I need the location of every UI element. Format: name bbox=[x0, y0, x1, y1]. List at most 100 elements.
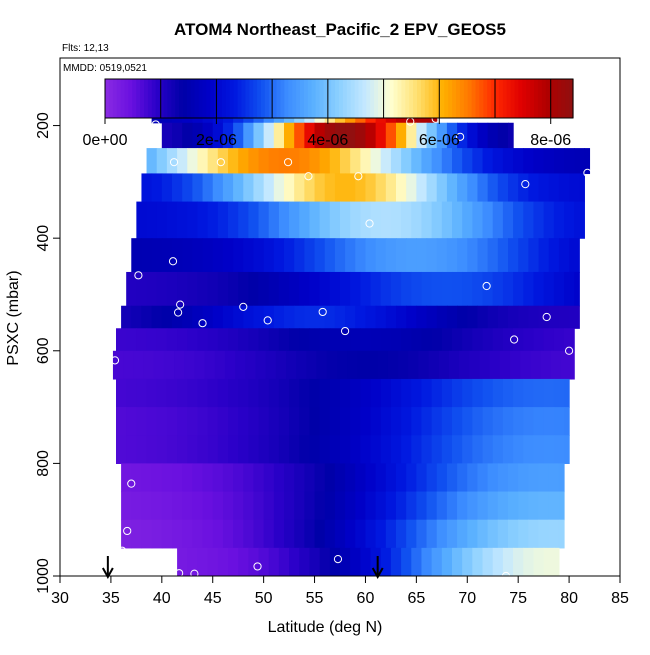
heatmap-cell bbox=[523, 407, 535, 436]
heatmap-cell bbox=[151, 305, 163, 329]
heatmap-cell bbox=[523, 547, 535, 576]
heatmap-cell bbox=[355, 491, 367, 521]
x-tick-label: 40 bbox=[153, 590, 171, 607]
heatmap-cell bbox=[212, 519, 224, 549]
colorbar-swatch bbox=[307, 79, 313, 118]
heatmap-cell bbox=[518, 238, 529, 273]
heatmap-cell bbox=[161, 173, 173, 203]
colorbar-swatch bbox=[413, 79, 418, 118]
heatmap-cell bbox=[172, 491, 183, 521]
colorbar-swatch bbox=[155, 79, 161, 118]
heatmap-cell bbox=[156, 201, 168, 239]
heatmap-cell bbox=[508, 491, 519, 521]
heatmap-cell bbox=[436, 519, 448, 549]
heatmap-cell bbox=[513, 407, 524, 436]
colorbar-swatch bbox=[183, 79, 188, 118]
colorbar-swatch bbox=[124, 79, 129, 118]
heatmap-cell bbox=[238, 328, 249, 352]
heatmap-cell bbox=[309, 407, 321, 436]
heatmap-cell bbox=[574, 201, 585, 239]
x-tick-label: 45 bbox=[204, 590, 222, 607]
heatmap-cell bbox=[268, 328, 280, 352]
heatmap-cell bbox=[472, 435, 484, 464]
heatmap-cell bbox=[421, 547, 433, 576]
heatmap-cell bbox=[207, 271, 219, 307]
colorbar-swatch bbox=[311, 79, 317, 118]
heatmap-cell bbox=[462, 407, 473, 436]
heatmap-cell bbox=[564, 378, 570, 408]
heatmap-cell bbox=[406, 519, 417, 549]
heatmap-cell bbox=[421, 407, 433, 436]
heatmap-cell bbox=[477, 238, 489, 273]
heatmap-cell bbox=[253, 305, 265, 329]
colorbar-swatch bbox=[385, 79, 391, 118]
heatmap-cell bbox=[314, 122, 326, 149]
heatmap-cell bbox=[401, 378, 412, 408]
heatmap-cell bbox=[365, 463, 377, 493]
heatmap-cell bbox=[441, 328, 453, 352]
heatmap-cell bbox=[375, 491, 387, 521]
heatmap-cell bbox=[380, 148, 392, 175]
heatmap-cell bbox=[543, 328, 555, 352]
heatmap-cell bbox=[248, 378, 260, 408]
heatmap-cell bbox=[446, 305, 458, 329]
heatmap-cell bbox=[273, 305, 285, 329]
y-axis-label: PSXC (mbar) bbox=[5, 270, 22, 365]
heatmap-cell bbox=[477, 122, 489, 149]
heatmap-cell bbox=[258, 201, 270, 239]
observation-point bbox=[175, 569, 184, 578]
heatmap-cell bbox=[533, 407, 545, 436]
heatmap-cell bbox=[334, 519, 346, 549]
heatmap-cell bbox=[243, 238, 255, 273]
heatmap-cell bbox=[543, 547, 555, 576]
heatmap-cell bbox=[441, 148, 453, 175]
colorbar-swatch bbox=[300, 79, 305, 118]
heatmap-cell bbox=[421, 148, 433, 175]
flight-arrow-head bbox=[371, 567, 384, 580]
heatmap-cell bbox=[233, 463, 244, 493]
heatmap-cell bbox=[192, 173, 204, 203]
heatmap-cell bbox=[492, 547, 504, 576]
heatmap-cell bbox=[569, 173, 580, 203]
heatmap-cell bbox=[472, 378, 484, 408]
heatmap-cell bbox=[187, 378, 199, 408]
flights-label: Flts: 12,13 bbox=[62, 43, 109, 54]
colorbar-swatch bbox=[545, 79, 551, 118]
heatmap-cell bbox=[202, 173, 214, 203]
colorbar-swatch bbox=[335, 79, 340, 118]
heatmap-cell bbox=[360, 435, 372, 464]
colorbar-swatch bbox=[557, 79, 562, 118]
colorbar-swatch bbox=[315, 79, 321, 118]
heatmap-layer bbox=[112, 105, 591, 576]
heatmap-cell bbox=[136, 328, 148, 352]
heatmap-cell bbox=[278, 435, 290, 464]
heatmap-cell bbox=[238, 378, 249, 408]
heatmap-cell bbox=[289, 378, 300, 408]
heatmap-cell bbox=[550, 350, 562, 380]
heatmap-cell bbox=[273, 463, 285, 493]
colorbar-swatch bbox=[171, 79, 176, 118]
flight-arrow-head bbox=[101, 567, 114, 580]
heatmap-cell bbox=[360, 201, 372, 239]
colorbar-swatch bbox=[381, 79, 387, 118]
heatmap-cell bbox=[396, 173, 407, 203]
heatmap-cell bbox=[268, 201, 280, 239]
colorbar-swatch bbox=[553, 79, 558, 118]
heatmap-cell bbox=[319, 407, 331, 436]
heatmap-cell bbox=[345, 122, 356, 149]
heatmap-cell bbox=[172, 519, 183, 549]
heatmap-cell bbox=[487, 519, 499, 549]
heatmap-cell bbox=[245, 350, 257, 380]
heatmap-cell bbox=[472, 271, 484, 307]
heatmap-cell bbox=[380, 547, 392, 576]
heatmap-cell bbox=[370, 271, 382, 307]
heatmap-cell bbox=[564, 201, 575, 239]
heatmap-cell bbox=[192, 305, 204, 329]
heatmap-cell bbox=[314, 173, 326, 203]
colorbar-swatch bbox=[549, 79, 555, 118]
heatmap-cell bbox=[452, 328, 463, 352]
heatmap-cell bbox=[533, 328, 545, 352]
heatmap-cell bbox=[156, 328, 168, 352]
heatmap-cell bbox=[497, 491, 509, 521]
